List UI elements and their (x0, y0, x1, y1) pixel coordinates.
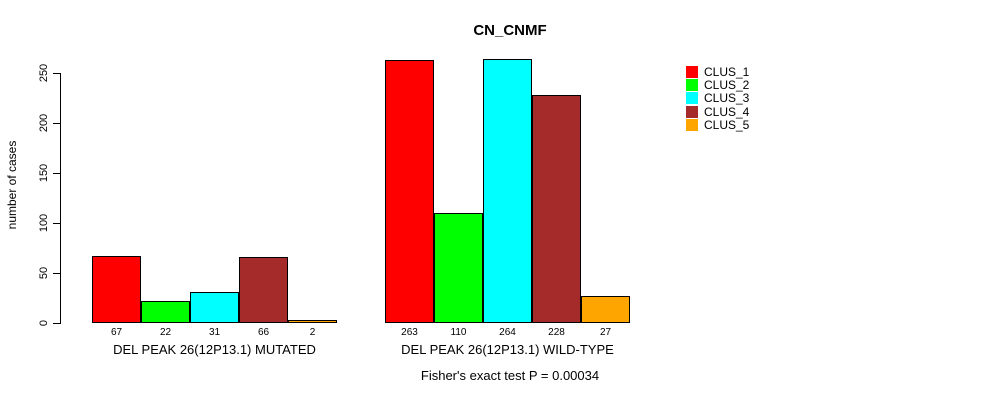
fisher-test-annotation: Fisher's exact test P = 0.00034 (420, 368, 600, 383)
y-axis-tick (53, 72, 60, 74)
legend-row: CLUS_1 (686, 64, 750, 79)
legend-swatch-icon (686, 92, 698, 105)
bar-value-label: 66 (257, 327, 270, 338)
bar-value-label: 27 (599, 327, 612, 338)
bar-value-label: 264 (499, 327, 516, 338)
y-axis-tick-label: 150 (38, 163, 50, 183)
chart-title: CN_CNMF (473, 22, 547, 39)
legend-swatch-icon (686, 79, 698, 92)
group-label-1: DEL PEAK 26(12P13.1) MUTATED (113, 342, 316, 357)
y-axis-tick (53, 272, 60, 274)
y-axis-tick-label: 50 (38, 266, 50, 280)
bar-clus_5-group2 (581, 296, 630, 323)
y-axis-tick (53, 122, 60, 124)
legend-row: CLUS_5 (686, 118, 750, 133)
y-axis-tick-label: 0 (38, 319, 50, 327)
bar-clus_1-group2 (385, 60, 434, 323)
legend-swatch-icon (686, 65, 698, 78)
bar-value-label: 263 (401, 327, 418, 338)
group-label-2: DEL PEAK 26(12P13.1) WILD-TYPE (401, 342, 614, 357)
bar-value-label: 2 (309, 327, 316, 338)
y-axis-tick-label: 100 (38, 213, 50, 233)
y-axis-tick (53, 172, 60, 174)
bar-clus_3-group2 (483, 59, 532, 323)
bar-value-label: 110 (450, 327, 467, 338)
legend-label: CLUS_2 (704, 78, 750, 93)
bar-value-label: 228 (548, 327, 565, 338)
y-axis-tick (53, 322, 60, 324)
bar-clus_2-group1 (141, 301, 190, 323)
bar-clus_3-group1 (190, 292, 239, 323)
y-axis-tick-label: 250 (38, 63, 50, 83)
legend-label: CLUS_4 (704, 104, 750, 119)
legend-swatch-icon (686, 119, 698, 132)
bar-value-label: 22 (159, 327, 172, 338)
legend-swatch-icon (686, 105, 698, 118)
bar-value-label: 31 (208, 327, 221, 338)
bar-value-label: 67 (110, 327, 123, 338)
legend-row: CLUS_2 (686, 78, 750, 93)
legend-label: CLUS_1 (704, 64, 750, 79)
y-axis-line (60, 73, 61, 324)
bar-clus_2-group2 (434, 213, 483, 323)
bar-clus_5-group1 (288, 320, 337, 323)
bar-clus_1-group1 (92, 256, 141, 323)
y-axis-tick-label: 200 (38, 113, 50, 133)
legend-label: CLUS_3 (704, 91, 750, 106)
legend: CLUS_1 CLUS_2 CLUS_3 CLUS_4 CLUS_5 (686, 65, 749, 132)
y-axis-tick (53, 222, 60, 224)
bar-clus_4-group2 (532, 95, 581, 323)
y-axis-title: number of cases (5, 140, 19, 230)
legend-label: CLUS_5 (704, 118, 750, 133)
bar-clus_4-group1 (239, 257, 288, 323)
legend-row: CLUS_4 (686, 104, 750, 119)
legend-row: CLUS_3 (686, 91, 750, 106)
